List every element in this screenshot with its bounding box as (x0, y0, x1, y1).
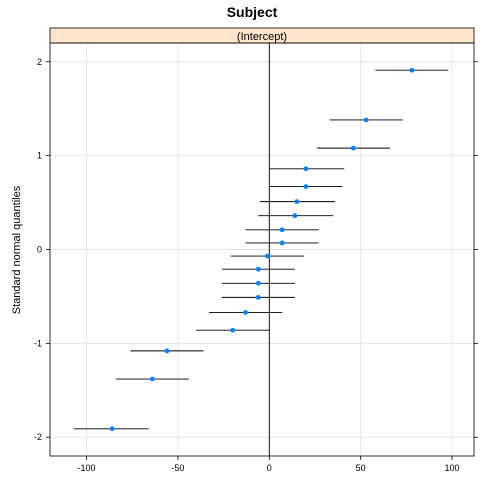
point-8 (279, 240, 285, 246)
y-tick-label-0: -2 (34, 432, 42, 442)
y-tick-label-2: 0 (37, 245, 42, 255)
y-tick-label-3: 1 (37, 151, 42, 161)
point-11 (255, 280, 261, 286)
point-2 (350, 145, 356, 151)
point-13 (243, 309, 248, 315)
point-1 (363, 117, 369, 123)
y-axis: -2 -1 0 1 2 (34, 57, 478, 442)
point-6 (292, 213, 298, 219)
x-tick-label-3: 50 (356, 463, 366, 473)
strip-label: (Intercept) (237, 31, 287, 43)
x-tick-label-4: 100 (445, 463, 460, 473)
point-0 (409, 67, 415, 73)
y-axis-label: Standard normal quantiles (11, 185, 23, 314)
point-16 (149, 376, 155, 382)
point-10 (255, 266, 261, 272)
point-5 (294, 199, 300, 205)
x-tick-label-2: 0 (267, 463, 272, 473)
point-layer (109, 67, 415, 432)
point-7 (279, 227, 285, 233)
point-15 (164, 348, 170, 354)
point-12 (255, 294, 261, 300)
point-17 (109, 426, 115, 432)
point-9 (265, 253, 270, 259)
x-axis: -100 -50 0 50 100 (78, 456, 460, 473)
x-tick-label-0: -100 (78, 463, 96, 473)
x-tick-label-1: -50 (171, 463, 184, 473)
point-3 (303, 166, 309, 172)
point-14 (230, 327, 236, 333)
grid-layer (50, 43, 474, 456)
y-tick-label-4: 2 (37, 57, 42, 67)
y-tick-label-1: -1 (34, 338, 42, 348)
chart-title: Subject (227, 4, 278, 20)
point-4 (303, 184, 309, 190)
